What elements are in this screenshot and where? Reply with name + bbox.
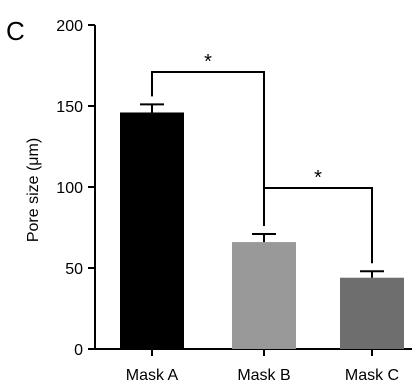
significance-brackets: ** bbox=[151, 51, 373, 264]
y-tick-label: 150 bbox=[56, 99, 83, 116]
y-tick-label: 0 bbox=[74, 342, 83, 359]
bar bbox=[120, 112, 184, 349]
x-tick-label: Mask C bbox=[345, 367, 399, 384]
bar bbox=[232, 242, 296, 349]
significance-label: * bbox=[204, 51, 212, 73]
significance-bracket bbox=[263, 187, 373, 264]
bars: Mask A Mask B Mask C bbox=[120, 103, 404, 384]
x-tick-label: Mask A bbox=[126, 367, 179, 384]
y-tick-label: 50 bbox=[65, 261, 83, 278]
y-tick-label: 200 bbox=[56, 18, 83, 35]
significance-label: * bbox=[314, 167, 322, 189]
y-axis-label: Pore size (μm) bbox=[25, 138, 42, 242]
panel-label: C bbox=[6, 16, 25, 46]
y-tick-label: 100 bbox=[56, 180, 83, 197]
bar bbox=[340, 277, 404, 349]
significance-bracket bbox=[151, 71, 265, 226]
x-tick-label: Mask B bbox=[237, 367, 290, 384]
